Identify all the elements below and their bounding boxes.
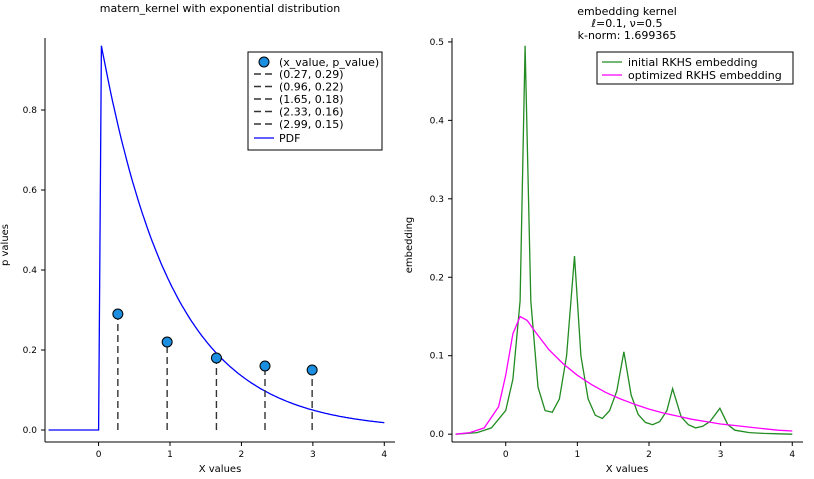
legend-label-optimized: optimized RKHS embedding <box>628 69 782 82</box>
right-ytick-label: 0.5 <box>430 38 444 48</box>
optimized-embedding-line <box>455 315 793 435</box>
right-xtick-label: 3 <box>718 450 724 460</box>
left-ytick-label: 0.2 <box>23 346 37 356</box>
legend-label-points: (x_value, p_value) <box>279 56 379 69</box>
left-xtick-label: 4 <box>381 450 387 460</box>
left-x-label: X values <box>199 464 242 475</box>
right-xtick-label: 0 <box>503 450 509 460</box>
left-y-label: p values <box>0 224 11 266</box>
right-legend: initial RKHS embedding optimized RKHS em… <box>596 51 794 85</box>
scatter-point <box>259 360 271 372</box>
left-xtick-label: 0 <box>96 450 102 460</box>
right-ytick-label: 0.4 <box>430 116 445 126</box>
right-ytick-label: 0.1 <box>430 352 444 362</box>
left-legend: (x_value, p_value) (0.27, 0.29)(0.96, 0.… <box>247 51 383 151</box>
legend-label-pdf: PDF <box>279 132 300 145</box>
scatter-point <box>306 364 318 376</box>
left-ytick-label: 0.8 <box>23 106 38 116</box>
right-y-ticks: 0.0 0.1 0.2 0.3 0.4 0.5 <box>430 38 452 440</box>
legend-label-initial: initial RKHS embedding <box>628 56 758 69</box>
legend-marker-points <box>258 56 270 68</box>
initial-embedding-line <box>455 45 793 435</box>
legend-label-stem: (2.99, 0.15) <box>279 118 344 131</box>
right-legend-box <box>596 51 794 85</box>
left-xtick-label: 2 <box>239 450 245 460</box>
legend-stem-entries: (0.27, 0.29)(0.96, 0.22)(1.65, 0.18)(2.3… <box>254 68 344 131</box>
scatter-point <box>112 308 124 320</box>
legend-label-stem: (1.65, 0.18) <box>279 93 344 106</box>
chart-left-title: matern_kernel with exponential distribut… <box>100 2 340 15</box>
left-legend-box <box>247 51 383 151</box>
right-xtick-label: 2 <box>646 450 652 460</box>
legend-label-stem: (2.33, 0.16) <box>279 106 344 119</box>
chart-left: matern_kernel with exponential distribut… <box>0 2 395 475</box>
right-ytick-label: 0.3 <box>430 195 444 205</box>
chart-right-knorm: k-norm: 1.699365 <box>578 29 677 42</box>
left-ytick-label: 0.6 <box>23 186 38 196</box>
stem-lines <box>117 314 313 430</box>
right-xtick-label: 4 <box>789 450 795 460</box>
pdf-line <box>48 45 385 431</box>
left-xtick-label: 3 <box>310 450 316 460</box>
scatter-points <box>112 308 318 376</box>
left-y-ticks: 0.0 0.2 0.4 0.6 0.8 <box>23 106 45 436</box>
scatter-point <box>210 352 222 364</box>
right-y-label: embedding <box>404 217 415 274</box>
left-ytick-label: 0.4 <box>23 266 38 276</box>
right-x-ticks: 0 1 2 3 4 <box>503 442 795 460</box>
right-x-label: X values <box>606 464 649 475</box>
left-ytick-label: 0.0 <box>23 426 38 436</box>
chart-right-title: embedding kernel <box>577 5 677 18</box>
scatter-point <box>161 336 173 348</box>
left-xtick-label: 1 <box>167 450 173 460</box>
right-ytick-label: 0.0 <box>430 430 445 440</box>
left-x-ticks: 0 1 2 3 4 <box>96 442 387 460</box>
right-xtick-label: 1 <box>574 450 580 460</box>
legend-label-stem: (0.96, 0.22) <box>279 81 344 94</box>
legend-label-stem: (0.27, 0.29) <box>279 68 344 81</box>
chart-right-subtitle: ℓ=0.1, ν=0.5 <box>590 17 662 30</box>
chart-right: embedding kernel ℓ=0.1, ν=0.5 k-norm: 1.… <box>404 5 803 475</box>
right-ytick-label: 0.2 <box>430 273 444 283</box>
